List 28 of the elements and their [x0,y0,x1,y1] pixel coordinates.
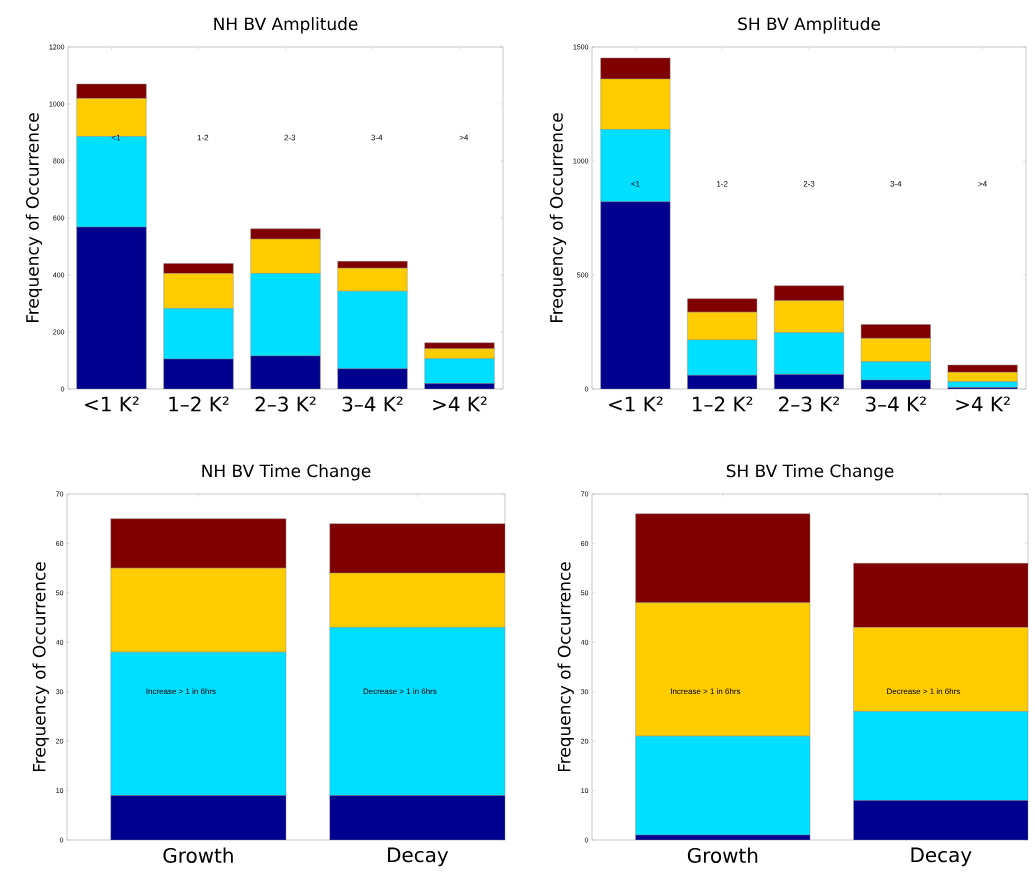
x-tick-label: <1 K² [85,396,139,412]
bar [329,572,505,628]
x-tick-label: <1 K² [609,396,663,412]
x-tick-label: >4 K² [433,396,487,412]
y-axis-title: Frequency of Occurrence [25,113,43,323]
bar [76,227,147,389]
x-tick-label: 2–3 K² [255,396,316,412]
y-axis-title: Frequency of Occurrence [557,562,574,772]
bar [250,355,321,389]
x-tick-label: Decay [388,847,449,867]
chart-title: SH BV Amplitude [738,17,880,34]
chart-title: SH BV Time Change [726,464,894,481]
y-axis-title: Frequency of Occurrence [549,113,567,323]
x-tick-label: >4 K² [956,396,1010,412]
x-tick-label: 3–4 K² [865,396,926,412]
x-tick-label: 1–2 K² [693,396,753,412]
bar [110,567,287,653]
chart-title: NH BV Time Change [202,464,371,481]
chart-title: NH BV Amplitude [214,17,358,34]
y-axis-title: Frequency of Occurrence [32,562,49,772]
bar [163,359,234,389]
bar [337,368,408,389]
x-tick-label: 2–3 K² [779,396,840,412]
x-tick-label: Decay [911,847,972,867]
x-tick-label: 1–2 K² [169,396,229,412]
x-tick-label: 3–4 K² [342,396,403,412]
x-tick-label: Growth [687,847,758,863]
x-tick-label: Growth [163,847,233,863]
